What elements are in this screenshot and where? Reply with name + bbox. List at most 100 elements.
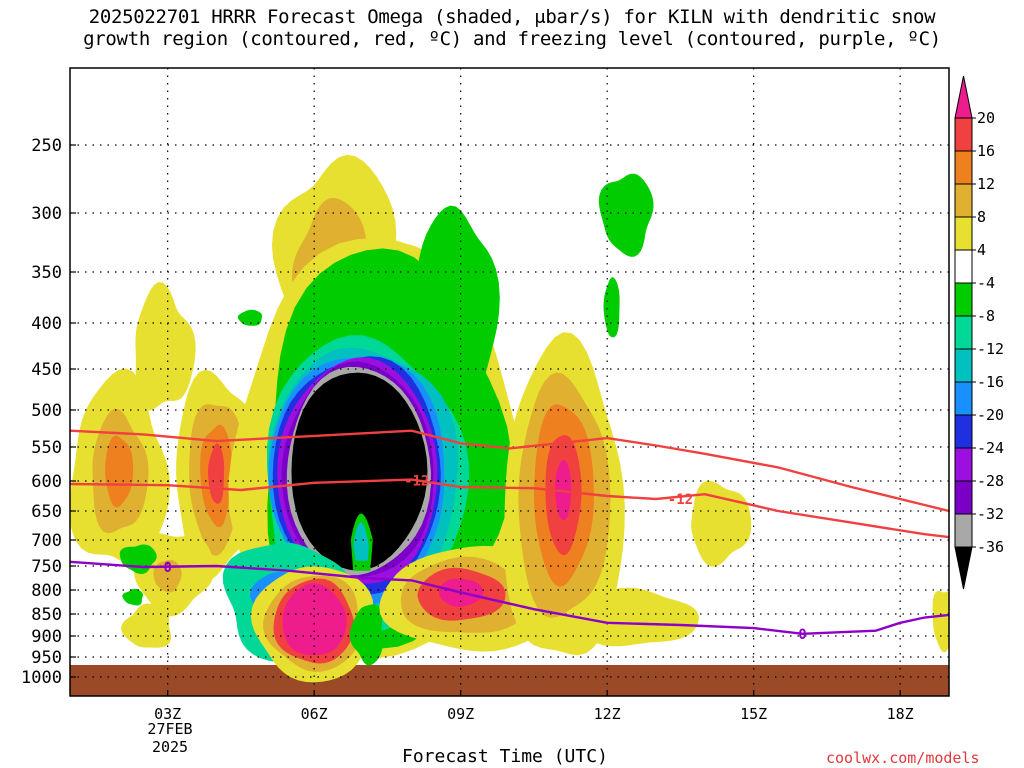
omega-contour-fill (555, 460, 572, 521)
omega-contour-fill (105, 435, 134, 508)
chart-title-line1: 2025022701 HRRR Forecast Omega (shaded, … (88, 6, 936, 28)
omega-contour-fill (932, 590, 949, 653)
colorbar-label: -4 (977, 274, 995, 292)
contour-label: -12 (668, 492, 693, 508)
x-tick-label: 15Z (740, 705, 767, 723)
omega-feature-descent-0300-low (121, 603, 172, 648)
colorbar-swatch (954, 381, 973, 416)
contour-lines: -12 -12 0 0 (70, 429, 949, 643)
plot-frame (69, 67, 950, 697)
y-tick-label: 1000 (21, 668, 62, 688)
omega-shading (70, 154, 949, 696)
y-tick-label: 800 (31, 581, 62, 601)
contour-line-1 (70, 478, 949, 539)
colorbar-label: 16 (977, 142, 995, 160)
colorbar-label: -16 (977, 373, 1004, 391)
y-tick-label: 500 (31, 401, 62, 421)
y-tick-label: 850 (31, 605, 62, 625)
colorbar-label: -36 (977, 538, 1004, 556)
colorbar-label: 12 (977, 175, 995, 193)
x-tick-label: 18Z (887, 705, 914, 723)
colorbar-label: 4 (977, 241, 986, 259)
omega-contour-fill (417, 205, 500, 420)
colorbar-swatch (954, 348, 973, 383)
colorbar-swatch (954, 282, 973, 317)
colorbar-label: -20 (977, 406, 1004, 424)
colorbar-swatch (954, 513, 973, 548)
colorbar-label: -28 (977, 472, 1004, 490)
credit-link[interactable]: coolwx.com/models (826, 749, 980, 767)
y-tick-label: 550 (31, 438, 62, 458)
omega-contour-fill (603, 277, 620, 338)
y-tick-label: 700 (31, 531, 62, 551)
colorbar-top-arrow (954, 75, 973, 119)
y-tick-label: 400 (31, 314, 62, 334)
colorbar-swatch (954, 150, 973, 185)
core-notch-inner (353, 522, 369, 561)
x-axis-title: Forecast Time (UTC) (402, 746, 608, 767)
surface-ground (70, 665, 949, 696)
colorbar-label: -32 (977, 505, 1004, 523)
colorbar-swatch (954, 315, 973, 350)
colorbar-swatch (954, 414, 973, 449)
date-year-label: 2025 (151, 738, 189, 756)
y-tick-label: 300 (31, 204, 62, 224)
y-tick-label: 450 (31, 360, 62, 380)
omega-contour-fill (598, 173, 654, 257)
omega-feature-ascent-upper-0400 (237, 309, 263, 326)
omega-contour-fill (578, 587, 699, 647)
colorbar: 20 16 12 8 4 -4 -8 -12 -16 -20 -24 -28 -32 -36 (954, 75, 1004, 590)
y-tick-label: 750 (31, 557, 62, 577)
omega-feature-descent-1830 (932, 590, 949, 653)
x-tick-label: 06Z (301, 705, 328, 723)
x-tick-label: 09Z (447, 705, 474, 723)
date-day-label: 27FEB (147, 720, 193, 738)
colorbar-label: -12 (977, 340, 1004, 358)
colorbar-swatch (954, 447, 973, 482)
colorbar-bottom-arrow (954, 546, 973, 590)
omega-contour-fill (122, 588, 143, 606)
omega-contour-fill (135, 282, 196, 411)
omega-contour-fill (349, 604, 383, 666)
colorbar-swatch (954, 249, 973, 284)
contour-label-text: -12 (668, 492, 693, 508)
omega-contour-fill (121, 603, 172, 648)
x-tick-label: 12Z (594, 705, 621, 723)
omega-feature-ascent-core (291, 372, 428, 571)
contour-label: -12 (404, 473, 429, 489)
omega-contour-fill (237, 309, 263, 326)
colorbar-swatch (954, 480, 973, 515)
contour-line-0 (70, 429, 949, 513)
omega-feature-descent-left-early (70, 368, 171, 564)
y-tick-label: 900 (31, 627, 62, 647)
omega-feature-descent-1200-low (578, 587, 699, 647)
chart-title: 2025022701 HRRR Forecast Omega (shaded, … (0, 6, 1024, 50)
colorbar-label: -24 (977, 439, 1004, 457)
y-tick-label: 600 (31, 472, 62, 492)
chart-title-line2: growth region (contoured, red, ºC) and f… (83, 28, 941, 50)
x-tick-label: 03Z (154, 705, 181, 723)
colorbar-swatch (954, 117, 973, 152)
contour-label: 0 (163, 560, 171, 576)
colorbar-label: 8 (977, 208, 986, 226)
plot-axes: 2503003504004505005506006507007508008509… (21, 67, 950, 723)
colorbar-swatch (954, 216, 973, 251)
omega-contour-fill (282, 583, 347, 656)
y-tick-label: 350 (31, 263, 62, 283)
contour-label-text: 0 (798, 627, 806, 643)
contour-label: 0 (798, 627, 806, 643)
contour-label-text: -12 (404, 473, 429, 489)
y-tick-label: 250 (31, 136, 62, 156)
y-tick-label: 650 (31, 502, 62, 522)
colorbar-label: -8 (977, 307, 995, 325)
omega-feature-ascent-upper-1200 (598, 173, 654, 338)
omega-feature-descent-0600-low (250, 566, 374, 683)
omega-feature-descent-left-upper (135, 282, 196, 411)
colorbar-label: 20 (977, 109, 995, 127)
contour-label-text: 0 (163, 560, 171, 576)
omega-feature-ascent-0700-low (349, 604, 383, 666)
colorbar-swatch (954, 183, 973, 218)
y-tick-label: 950 (31, 648, 62, 668)
omega-feature-descent-1100 (504, 332, 625, 656)
